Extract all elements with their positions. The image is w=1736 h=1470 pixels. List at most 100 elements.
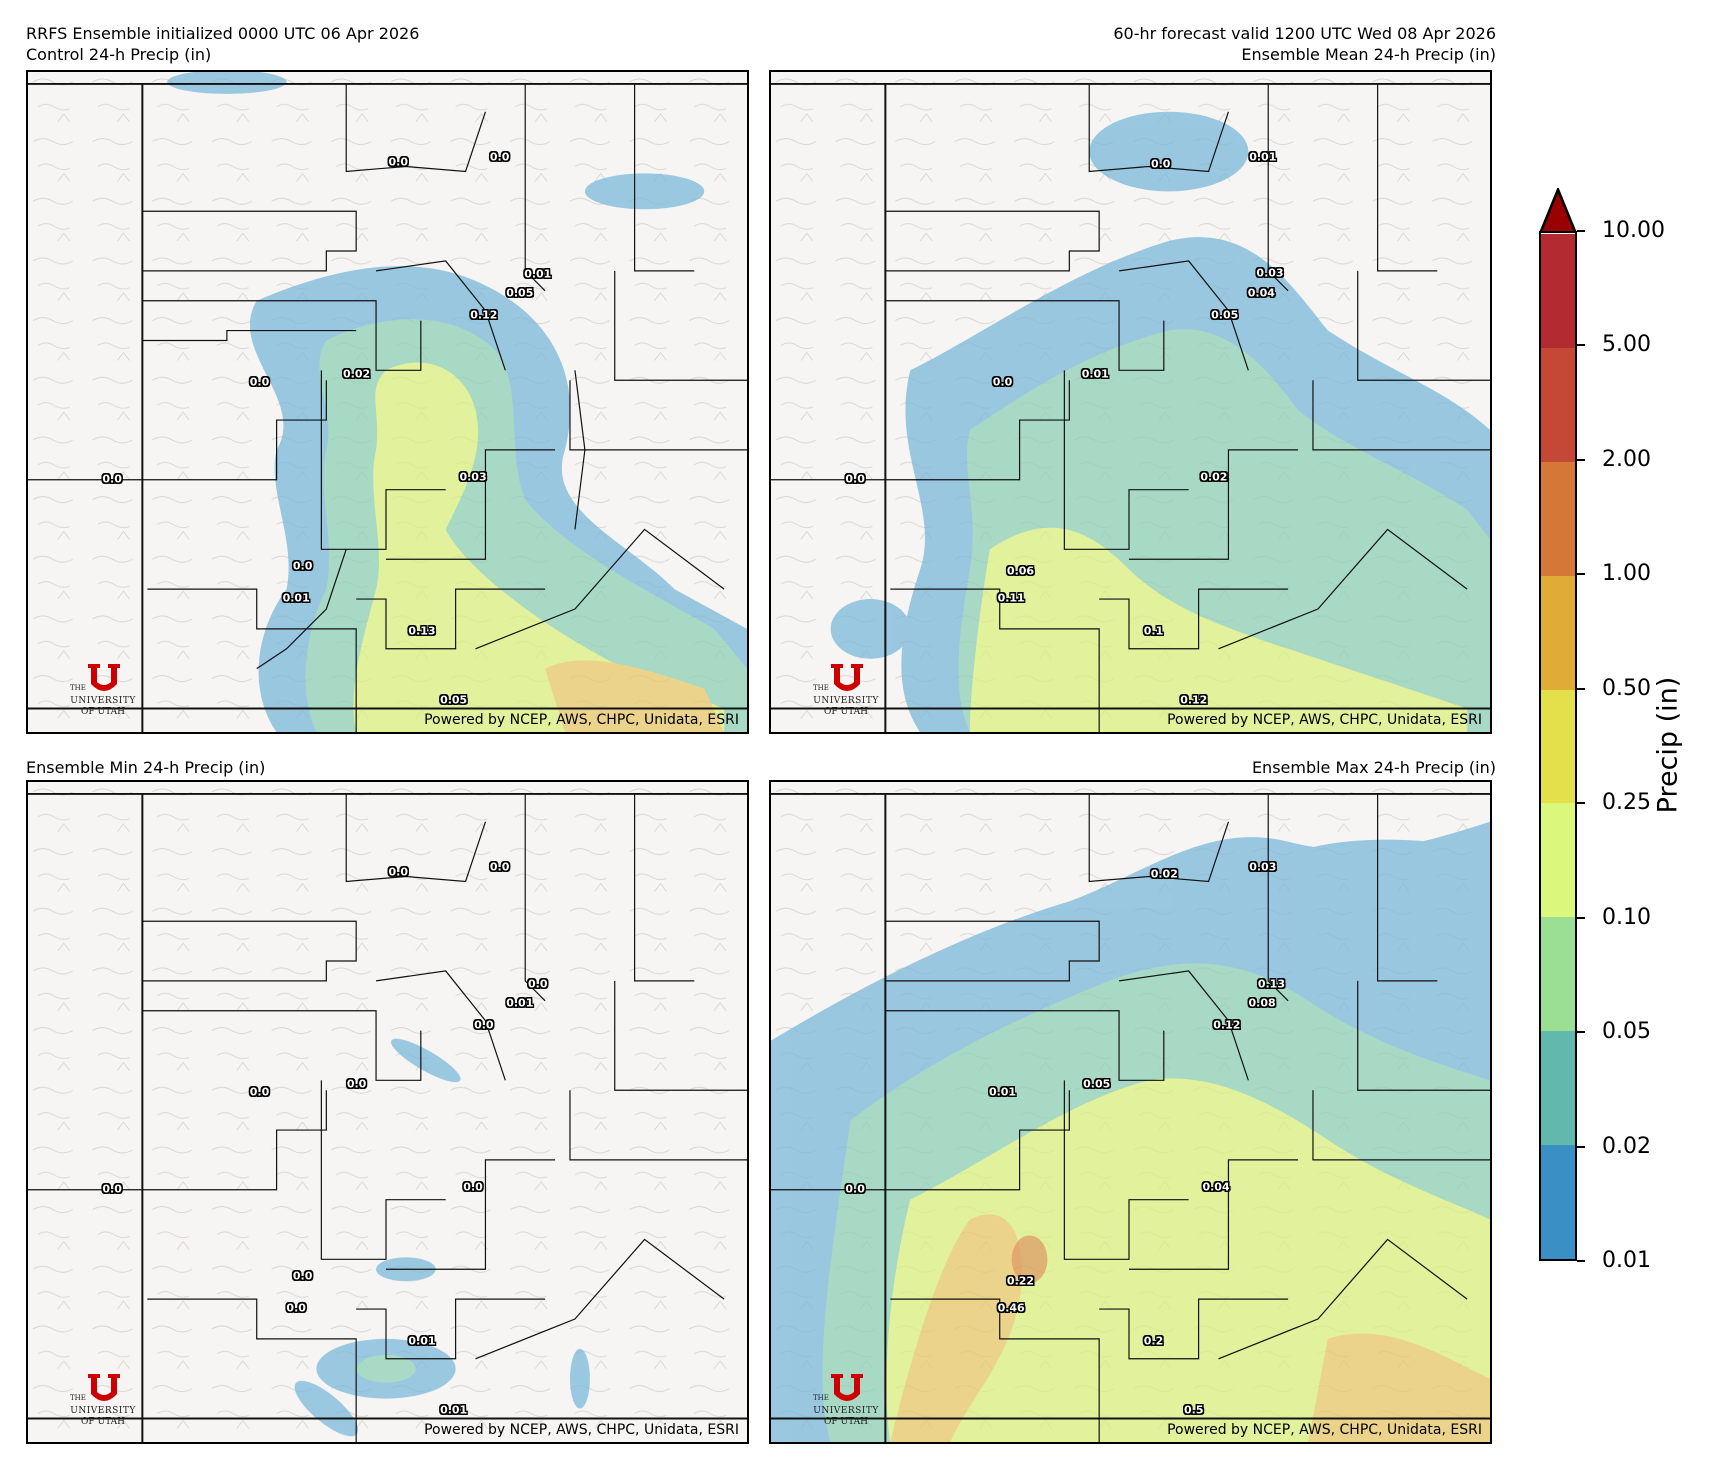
point-value-label: 0.06 <box>1006 564 1035 578</box>
utah-u-icon <box>88 664 120 691</box>
colorbar-segment <box>1541 803 1575 918</box>
colorbar-tick <box>1577 230 1585 232</box>
point-value-label: 0.0 <box>346 1077 367 1091</box>
point-value-label: 0.22 <box>1006 1274 1035 1288</box>
panel-title-min: Ensemble Min 24-h Precip (in) <box>26 758 266 777</box>
point-value-label: 0.05 <box>506 286 534 300</box>
colorbar-segment <box>1541 917 1575 1032</box>
panel-title-mean: Ensemble Mean 24-h Precip (in) <box>1241 45 1496 64</box>
colorbar-segment <box>1541 347 1575 462</box>
point-value-label: 0.5 <box>1184 1403 1204 1417</box>
point-value-label: 0.0 <box>292 559 313 573</box>
map-terrain <box>771 72 1490 732</box>
point-value-label: 0.0 <box>388 155 409 169</box>
point-value-label: 0.02 <box>1200 470 1228 484</box>
map-panel-ensemble-min[interactable]: 0.0 0.0 0.0 0.01 0.0 0.0 0.0 0.0 0.0 0.0 0.0 0.01 0.… <box>26 780 749 1444</box>
colorbar-label: Precip (in) <box>1652 676 1684 814</box>
point-value-label: 0.01 <box>440 1403 468 1417</box>
utah-u-icon <box>831 664 863 691</box>
colorbar-tick-label: 0.25 <box>1602 790 1651 816</box>
point-value-label: 0.0 <box>286 1301 306 1315</box>
point-value-label: 0.01 <box>408 1334 436 1348</box>
point-value-label: 0.46 <box>997 1301 1025 1315</box>
colorbar-tick <box>1577 573 1585 576</box>
point-value-label: 0.02 <box>1150 867 1178 881</box>
point-value-label: 0.0 <box>388 865 409 879</box>
data-credit: Powered by NCEP, AWS, CHPC, Unidata, ESR… <box>424 1422 739 1438</box>
colorbar-tick-label: 5.00 <box>1602 332 1651 358</box>
colorbar-segment <box>1541 1145 1575 1259</box>
colorbar-tick-label: 0.10 <box>1602 904 1651 930</box>
point-value-label: 0.0 <box>1150 157 1171 171</box>
university-of-utah-logo: THE UNIVERSITY OF UTAH <box>801 664 891 724</box>
point-value-label: 0.0 <box>474 1018 494 1032</box>
colorbar-extend-arrow <box>1539 188 1577 233</box>
point-value-label: 0.08 <box>1248 996 1276 1010</box>
map-terrain <box>28 782 747 1442</box>
point-value-label: 0.02 <box>343 367 371 381</box>
point-value-label: 0.0 <box>845 472 865 486</box>
map-terrain <box>771 782 1490 1442</box>
colorbar-tick <box>1577 1260 1585 1262</box>
map-panel-control[interactable]: 0.0 0.0 0.01 0.05 0.12 0.0 0.02 0.0 0.03 0.0 0.01 0… <box>26 70 749 734</box>
university-of-utah-logo: THE UNIVERSITY OF UTAH <box>58 1374 148 1434</box>
point-value-label: 0.01 <box>524 267 552 281</box>
colorbar-tick <box>1577 802 1585 805</box>
point-value-label: 0.0 <box>992 375 1013 389</box>
point-value-label: 0.2 <box>1143 1334 1164 1348</box>
panel-title-control: Control 24-h Precip (in) <box>26 45 212 64</box>
point-value-label: 0.0 <box>528 977 548 991</box>
point-value-label: 0.05 <box>1211 308 1239 322</box>
colorbar-tick-label: 0.02 <box>1602 1133 1651 1159</box>
colorbar-tick-label: 10.00 <box>1602 218 1665 243</box>
data-credit: Powered by NCEP, AWS, CHPC, Unidata, ESR… <box>424 712 739 728</box>
point-value-label: 0.01 <box>988 1085 1017 1099</box>
colorbar-segment <box>1541 575 1575 690</box>
point-value-label: 0.05 <box>440 693 468 707</box>
point-value-label: 0.12 <box>1213 1018 1241 1032</box>
point-value-label: 0.01 <box>506 996 534 1010</box>
point-value-label: 0.0 <box>249 375 270 389</box>
map-panel-ensemble-max[interactable]: 0.02 0.03 0.13 0.08 0.12 0.01 0.05 0.0 0.04 0.22 0… <box>769 780 1492 1444</box>
data-credit: Powered by NCEP, AWS, CHPC, Unidata, ESR… <box>1167 1422 1482 1438</box>
point-value-label: 0.01 <box>1249 150 1277 164</box>
colorbar-tick <box>1577 916 1585 919</box>
point-value-label: 0.01 <box>282 591 310 605</box>
point-value-label: 0.04 <box>1247 286 1275 300</box>
colorbar <box>1539 231 1577 1261</box>
point-value-label: 0.03 <box>459 470 487 484</box>
point-value-label: 0.0 <box>249 1085 270 1099</box>
point-value-label: 0.05 <box>1083 1077 1111 1091</box>
colorbar-tick-label: 2.00 <box>1602 446 1651 472</box>
colorbar-tick <box>1577 458 1585 461</box>
colorbar-segment <box>1541 1031 1575 1146</box>
point-value-label: 0.0 <box>463 1180 483 1194</box>
university-of-utah-logo: THE UNIVERSITY OF UTAH <box>801 1374 891 1434</box>
colorbar-segment <box>1541 234 1575 348</box>
colorbar-tick-label: 0.05 <box>1602 1019 1651 1045</box>
point-value-label: 0.03 <box>1249 860 1277 874</box>
point-value-label: 0.0 <box>489 150 510 164</box>
colorbar-tick-label: 1.00 <box>1602 561 1651 587</box>
point-value-label: 0.11 <box>997 591 1025 605</box>
point-value-label: 0.13 <box>408 624 436 638</box>
point-value-label: 0.01 <box>1081 367 1109 381</box>
valid-time-title: 60-hr forecast valid 1200 UTC Wed 08 Apr… <box>1113 24 1496 43</box>
point-value-label: 0.13 <box>1257 977 1285 991</box>
map-terrain <box>28 72 747 732</box>
utah-u-icon <box>88 1374 120 1401</box>
colorbar-segment <box>1541 689 1575 804</box>
point-value-label: 0.0 <box>102 472 122 486</box>
init-time-title: RRFS Ensemble initialized 0000 UTC 06 Ap… <box>26 24 420 43</box>
colorbar-segment <box>1541 461 1575 576</box>
colorbar-tick <box>1577 1031 1585 1034</box>
colorbar-tick <box>1577 687 1585 690</box>
colorbar-tick <box>1577 1145 1585 1148</box>
point-value-label: 0.0 <box>489 860 510 874</box>
point-value-label: 0.12 <box>1180 693 1208 707</box>
panel-title-max: Ensemble Max 24-h Precip (in) <box>1251 758 1496 777</box>
point-value-label: 0.03 <box>1256 266 1284 280</box>
map-panel-ensemble-mean[interactable]: 0.0 0.01 0.03 0.04 0.05 0.0 0.01 0.0 0.02 0.06 0.1… <box>769 70 1492 734</box>
colorbar-tick <box>1577 344 1585 347</box>
point-value-label: 0.1 <box>1143 624 1164 638</box>
